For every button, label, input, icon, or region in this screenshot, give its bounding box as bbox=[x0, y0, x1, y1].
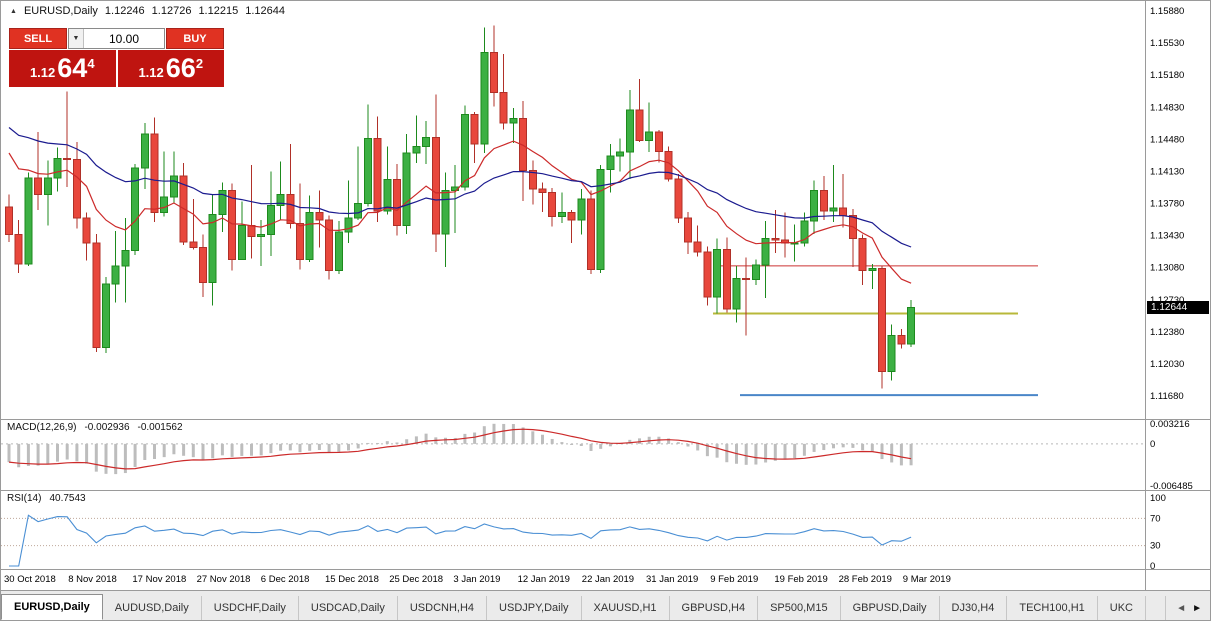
svg-text:100: 100 bbox=[1150, 493, 1166, 504]
chart-ohlc-header: ▲ EURUSD,Daily 1.12246 1.12726 1.12215 1… bbox=[10, 5, 285, 17]
svg-text:1.15880: 1.15880 bbox=[1150, 6, 1184, 17]
macd-indicator-label: MACD(12,26,9) -0.002936 -0.001562 bbox=[7, 422, 183, 433]
tab-usdcnh-h4[interactable]: USDCNH,H4 bbox=[397, 596, 488, 620]
tab-ukc[interactable]: UKC bbox=[1097, 596, 1146, 620]
tab-gbpusd-h4[interactable]: GBPUSD,H4 bbox=[669, 596, 759, 620]
svg-text:3 Jan 2019: 3 Jan 2019 bbox=[453, 574, 500, 585]
tab-sp500-m15[interactable]: SP500,M15 bbox=[758, 596, 841, 620]
rsi-indicator-label: RSI(14) 40.7543 bbox=[7, 493, 86, 504]
chart-canvas[interactable]: 1.15880 1.15530 1.15180 1.14830 1.14480 1.141… bbox=[1, 1, 1210, 590]
tab-xauusd-h1[interactable]: XAUUSD,H1 bbox=[581, 596, 670, 620]
volume-dropdown-icon[interactable]: ▼ bbox=[69, 29, 84, 48]
svg-text:30: 30 bbox=[1150, 541, 1161, 552]
tab-scroll-controls: ◄ ► bbox=[1165, 596, 1210, 620]
bid-pip-digit: 4 bbox=[87, 56, 95, 71]
chart-tab-bar: EURUSD,Daily AUDUSD,Daily USDCHF,Daily U… bbox=[1, 590, 1210, 620]
svg-text:1.14130: 1.14130 bbox=[1150, 166, 1184, 177]
svg-text:1.13430: 1.13430 bbox=[1150, 231, 1184, 242]
ask-pip-digit: 2 bbox=[195, 56, 204, 71]
tab-usdjpy-daily[interactable]: USDJPY,Daily bbox=[487, 596, 582, 620]
svg-text:27 Nov 2018: 27 Nov 2018 bbox=[197, 574, 251, 585]
tab-audusd-daily[interactable]: AUDUSD,Daily bbox=[102, 596, 202, 620]
open-value: 1.12246 bbox=[104, 5, 145, 17]
bid-price-button[interactable]: 1.12 64 4 bbox=[9, 50, 116, 87]
svg-text:19 Feb 2019: 19 Feb 2019 bbox=[774, 574, 827, 585]
macd-signal-value: -0.001562 bbox=[137, 422, 183, 433]
svg-text:1.15180: 1.15180 bbox=[1150, 70, 1184, 81]
tab-usdcad-daily[interactable]: USDCAD,Daily bbox=[298, 596, 398, 620]
buy-button[interactable]: BUY bbox=[166, 28, 224, 49]
svg-text:1.11680: 1.11680 bbox=[1150, 391, 1184, 402]
low-value: 1.12215 bbox=[198, 5, 239, 17]
svg-text:9 Feb 2019: 9 Feb 2019 bbox=[710, 574, 758, 585]
svg-text:0: 0 bbox=[1150, 561, 1155, 572]
rsi-value: 40.7543 bbox=[49, 493, 86, 504]
sell-button[interactable]: SELL bbox=[9, 28, 67, 49]
tab-tech100-h1[interactable]: TECH100,H1 bbox=[1007, 596, 1098, 620]
svg-text:9 Mar 2019: 9 Mar 2019 bbox=[903, 574, 951, 585]
tab-usdchf-daily[interactable]: USDCHF,Daily bbox=[201, 596, 299, 620]
close-value: 1.12644 bbox=[245, 5, 285, 17]
svg-text:12 Jan 2019: 12 Jan 2019 bbox=[518, 574, 570, 585]
tab-dj30-h4[interactable]: DJ30,H4 bbox=[939, 596, 1008, 620]
svg-text:1.13080: 1.13080 bbox=[1150, 263, 1184, 274]
one-click-trading-panel: SELL ▼ BUY 1.12 64 4 1.12 66 2 bbox=[9, 28, 224, 87]
macd-name: MACD(12,26,9) bbox=[7, 422, 77, 433]
svg-text:17 Nov 2018: 17 Nov 2018 bbox=[132, 574, 186, 585]
high-value: 1.12726 bbox=[151, 5, 192, 17]
chart-symbol-icon: ▲ bbox=[10, 7, 17, 15]
tab-eurusd-daily[interactable]: EURUSD,Daily bbox=[1, 594, 103, 620]
svg-text:70: 70 bbox=[1150, 513, 1161, 524]
svg-text:0.003216: 0.003216 bbox=[1150, 419, 1190, 430]
svg-text:1.12380: 1.12380 bbox=[1150, 327, 1184, 338]
rsi-name: RSI(14) bbox=[7, 493, 42, 504]
svg-text:1.14830: 1.14830 bbox=[1150, 102, 1184, 113]
ask-prefix: 1.12 bbox=[138, 65, 164, 80]
bid-prefix: 1.12 bbox=[29, 65, 56, 80]
chart-area: 1.15880 1.15530 1.15180 1.14830 1.14480 1.141… bbox=[1, 1, 1210, 590]
macd-main-value: -0.002936 bbox=[84, 422, 130, 433]
svg-text:8 Nov 2018: 8 Nov 2018 bbox=[68, 574, 117, 585]
price-badge: 1.12644 bbox=[1147, 301, 1209, 315]
svg-text:30 Oct 2018: 30 Oct 2018 bbox=[4, 574, 56, 585]
svg-text:6 Dec 2018: 6 Dec 2018 bbox=[261, 574, 310, 585]
svg-text:0: 0 bbox=[1150, 439, 1155, 450]
svg-text:31 Jan 2019: 31 Jan 2019 bbox=[646, 574, 698, 585]
svg-text:1.13780: 1.13780 bbox=[1150, 199, 1184, 210]
svg-text:22 Jan 2019: 22 Jan 2019 bbox=[582, 574, 634, 585]
svg-text:1.15530: 1.15530 bbox=[1150, 38, 1184, 49]
svg-text:-0.006485: -0.006485 bbox=[1150, 481, 1193, 492]
svg-text:1.12030: 1.12030 bbox=[1150, 359, 1184, 370]
svg-text:1.14480: 1.14480 bbox=[1150, 134, 1184, 145]
ask-price-button[interactable]: 1.12 66 2 bbox=[117, 50, 224, 87]
svg-text:28 Feb 2019: 28 Feb 2019 bbox=[839, 574, 892, 585]
volume-field: ▼ bbox=[68, 28, 165, 49]
svg-text:25 Dec 2018: 25 Dec 2018 bbox=[389, 574, 443, 585]
tabs-scroll-left-icon[interactable]: ◄ bbox=[1176, 602, 1187, 614]
bid-big-digits: 64 bbox=[57, 53, 88, 83]
svg-text:15 Dec 2018: 15 Dec 2018 bbox=[325, 574, 379, 585]
volume-input[interactable] bbox=[84, 29, 164, 48]
svg-text:1.12730: 1.12730 bbox=[1150, 295, 1184, 306]
tabs-scroll-right-icon[interactable]: ► bbox=[1192, 602, 1202, 614]
chart-symbol-label: EURUSD,Daily bbox=[23, 5, 98, 17]
tab-gbpusd-daily[interactable]: GBPUSD,Daily bbox=[840, 596, 940, 620]
ask-big-digits: 66 bbox=[165, 53, 196, 83]
